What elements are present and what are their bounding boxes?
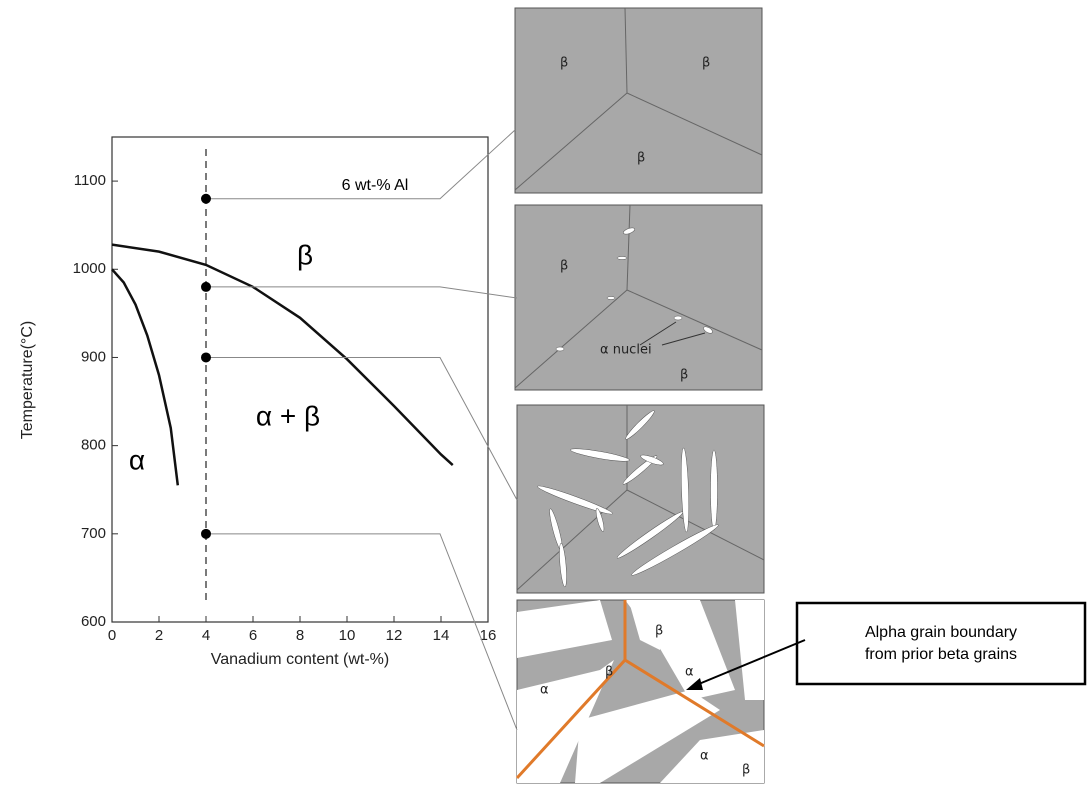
x-axis-label: Vanadium content (wt-%) (211, 651, 389, 668)
phase-label: α (685, 665, 694, 680)
panel: β α nuclei β (515, 205, 762, 390)
y-tick-label: 700 (81, 525, 106, 542)
plot-frame (112, 137, 488, 622)
x-tick-label: 10 (339, 627, 356, 644)
x-tick-label: 8 (296, 627, 304, 644)
phase-label: β (605, 665, 613, 680)
callout-box (797, 603, 1085, 684)
y-tick-label: 1000 (73, 260, 106, 277)
phase-label: α (700, 749, 709, 764)
callout-text: from prior beta grains (865, 646, 1017, 663)
alloy-label: 6 wt-% Al (342, 177, 409, 194)
composition-point (201, 352, 211, 362)
composition-point (201, 529, 211, 539)
phase-label: β (702, 56, 710, 71)
phase-label: β (560, 259, 568, 274)
region-label: α (129, 444, 145, 475)
x-tick-label: 2 (155, 627, 163, 644)
x-tick-label: 6 (249, 627, 257, 644)
phase-label: β (680, 368, 688, 383)
y-axis-label: Temperature(°C) (19, 321, 36, 439)
x-tick-label: 14 (433, 627, 450, 644)
y-tick-label: 800 (81, 437, 106, 454)
region-label: α + β (256, 400, 320, 431)
composition-point (201, 194, 211, 204)
panel: β α β α α β (517, 600, 764, 783)
phase-label: β (742, 763, 750, 778)
phase-label: β (637, 151, 645, 166)
x-tick-label: 0 (108, 627, 116, 644)
phase-label: α nuclei (600, 343, 652, 358)
y-tick-label: 600 (81, 613, 106, 630)
y-tick-label: 900 (81, 348, 106, 365)
composition-point (201, 282, 211, 292)
region-label: β (297, 239, 313, 270)
x-tick-label: 4 (202, 627, 210, 644)
panel (517, 405, 764, 593)
figure: Vanadium content (wt-%) Temperature(°C) … (0, 0, 1091, 787)
phase-boundary (112, 245, 453, 465)
panel: β β β (515, 8, 762, 193)
callout-text: Alpha grain boundary (865, 624, 1017, 641)
phase-label: α (540, 683, 549, 698)
phase-label: β (560, 56, 568, 71)
y-tick-label: 1100 (74, 172, 106, 189)
phase-label: β (655, 624, 663, 639)
leader-line (206, 357, 517, 500)
x-tick-label: 12 (386, 627, 403, 644)
leader-line (206, 287, 517, 298)
